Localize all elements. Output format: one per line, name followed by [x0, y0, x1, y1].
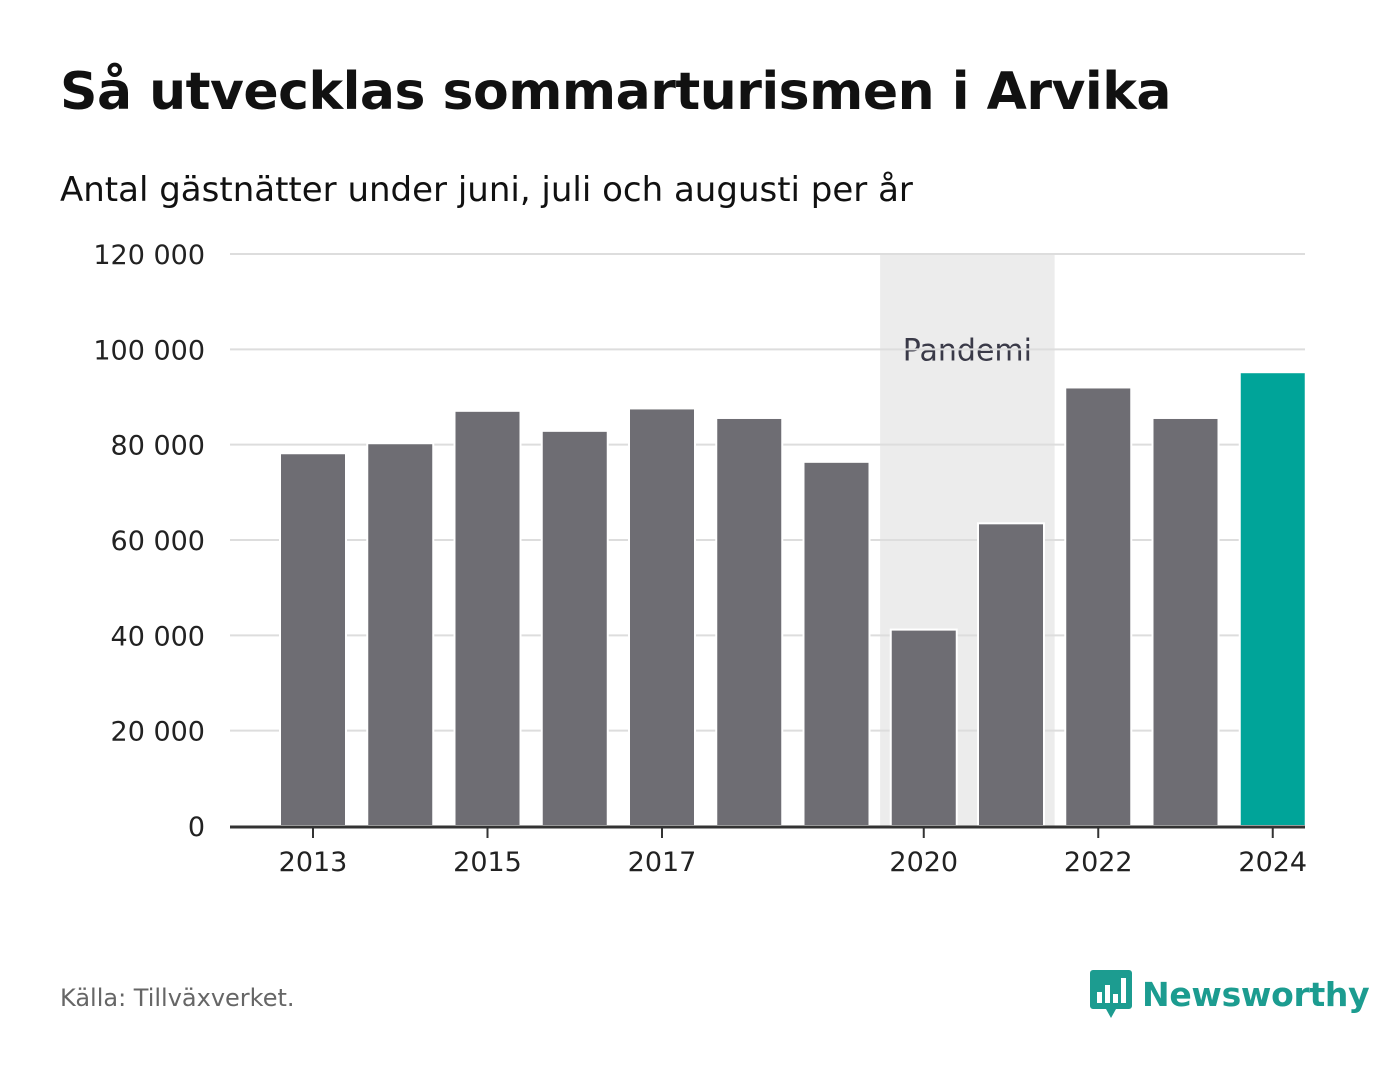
x-tick-label: 2020: [889, 847, 958, 878]
chart-subtitle: Antal gästnätter under juni, juli och au…: [60, 170, 913, 210]
bar-2022: [1064, 386, 1133, 827]
y-tick-label: 60 000: [111, 526, 205, 557]
bar-2016: [540, 429, 609, 827]
x-tick-label: 2022: [1064, 847, 1133, 878]
bar-2020: [889, 628, 958, 828]
pandemic-label: Pandemi: [903, 333, 1032, 368]
bar-2021: [977, 522, 1045, 827]
bar-2018: [715, 416, 784, 827]
bar-2019: [802, 460, 871, 827]
x-tick-label: 2015: [453, 847, 522, 878]
newsworthy-logo-icon: [1090, 970, 1132, 1018]
bar-2023: [1151, 416, 1220, 827]
x-tick-label: 2013: [279, 847, 348, 878]
bar-2014: [366, 442, 435, 827]
y-tick-label: 20 000: [111, 717, 205, 748]
y-tick-label: 80 000: [111, 431, 205, 462]
newsworthy-brand: Newsworthy: [1090, 968, 1370, 1020]
source-note: Källa: Tillväxverket.: [60, 984, 295, 1012]
y-tick-label: 100 000: [93, 335, 205, 366]
brand-name: Newsworthy: [1142, 974, 1370, 1014]
bar-2013: [279, 452, 347, 827]
chart-title: Så utvecklas sommarturismen i Arvika: [60, 62, 1171, 122]
bar-chart: Pandemi 0 20 000 40 000 60 000 80 000 100 000 1…: [93, 240, 1307, 878]
x-tick-label: 2024: [1238, 847, 1307, 878]
y-tick-label: 40 000: [111, 621, 205, 652]
x-tick-label: 2017: [628, 847, 697, 878]
bar-2024: [1238, 371, 1307, 827]
bar-2017: [628, 407, 696, 827]
y-tick-label: 120 000: [93, 240, 205, 271]
y-tick-label: 0: [188, 812, 205, 843]
bar-2015: [453, 409, 522, 827]
